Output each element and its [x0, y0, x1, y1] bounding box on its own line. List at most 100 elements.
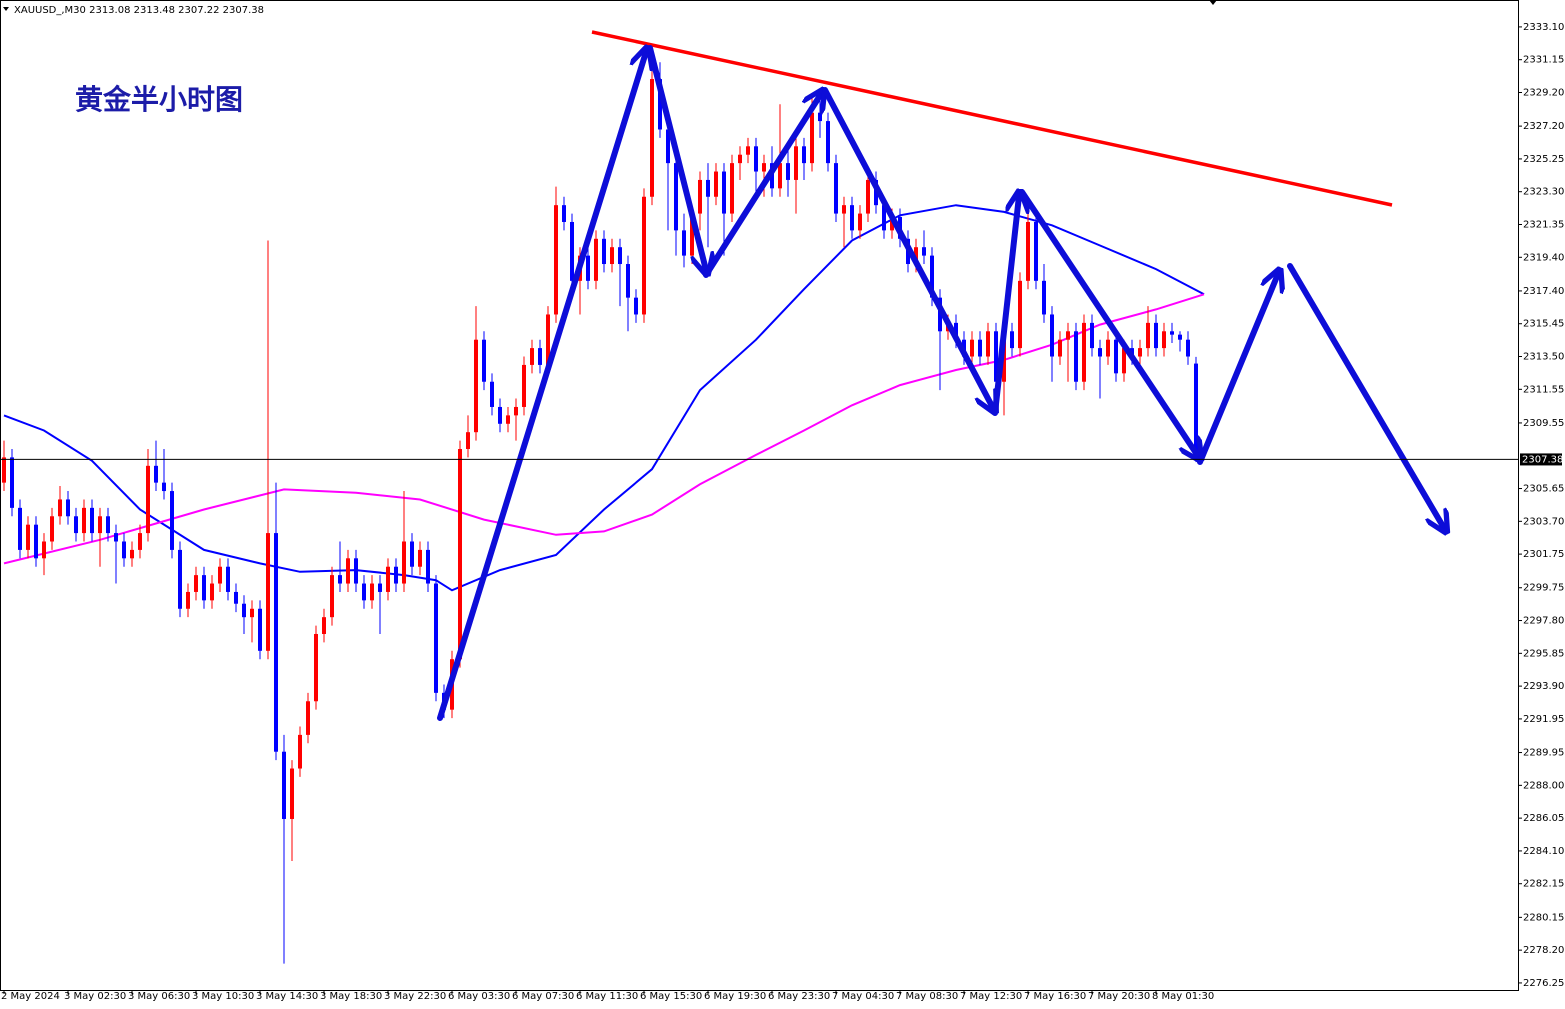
- candle-body: [746, 146, 750, 155]
- candle-body: [618, 247, 622, 265]
- y-tick-label: 2297.80: [1523, 616, 1564, 627]
- candle-body: [690, 213, 694, 256]
- candle-body: [1154, 322, 1158, 349]
- candle-body: [914, 247, 918, 265]
- candle-body: [74, 516, 78, 534]
- y-tick-label: 2276.25: [1523, 978, 1564, 989]
- x-tick-label: 2 May 2024: [1, 991, 60, 1002]
- x-tick-label: 3 May 18:30: [320, 991, 382, 1002]
- candle-body: [298, 734, 302, 769]
- candle-body: [482, 339, 486, 382]
- candle-body: [386, 566, 390, 592]
- candle-body: [594, 238, 598, 281]
- candle-body: [146, 465, 150, 534]
- y-tick-label: 2321.35: [1523, 220, 1564, 231]
- x-tick-label: 8 May 01:30: [1152, 991, 1214, 1002]
- candle-body: [418, 549, 422, 567]
- x-tick-label: 7 May 16:30: [1024, 991, 1086, 1002]
- candle-body: [1178, 334, 1182, 340]
- y-tick-label: 2293.90: [1523, 681, 1564, 692]
- y-tick-label: 2282.15: [1523, 879, 1564, 890]
- y-tick-label: 2301.75: [1523, 549, 1564, 560]
- x-tick-label: 6 May 07:30: [512, 991, 574, 1002]
- x-tick-label: 6 May 03:30: [448, 991, 510, 1002]
- x-tick-label: 3 May 22:30: [384, 991, 446, 1002]
- candle-body: [1034, 221, 1038, 281]
- candle-body: [506, 415, 510, 424]
- candle-body: [250, 608, 254, 618]
- candle-body: [106, 516, 110, 534]
- x-tick-label: 6 May 19:30: [704, 991, 766, 1002]
- y-tick-label: 2323.30: [1523, 187, 1564, 198]
- candle-body: [762, 163, 766, 172]
- candle-body: [1146, 322, 1150, 349]
- candle-body: [778, 163, 782, 189]
- candle-body: [890, 216, 894, 231]
- candle-body: [154, 465, 158, 483]
- candle-body: [138, 533, 142, 550]
- candle-body: [50, 516, 54, 542]
- candle-body: [786, 163, 790, 180]
- candle-body: [1026, 221, 1030, 281]
- candle-body: [850, 205, 854, 231]
- x-tick-label: 7 May 12:30: [960, 991, 1022, 1002]
- candle-body: [570, 221, 574, 281]
- candle-body: [90, 507, 94, 534]
- candle-body: [514, 406, 518, 416]
- candle-body: [554, 205, 558, 315]
- candle-body: [922, 247, 926, 256]
- candle-body: [130, 549, 134, 559]
- y-tick-label: 2319.40: [1523, 252, 1564, 263]
- candle-body: [2, 457, 6, 483]
- y-tick-label: 2329.20: [1523, 87, 1564, 98]
- candle-body: [938, 297, 942, 332]
- candle-body: [1194, 363, 1198, 460]
- candle-body: [322, 617, 326, 634]
- candle-body: [498, 406, 502, 424]
- candle-body: [674, 163, 678, 231]
- candle-body: [474, 339, 478, 433]
- candle-body: [194, 575, 198, 592]
- candle-body: [210, 583, 214, 601]
- candle-body: [1066, 331, 1070, 340]
- arrow: [822, 87, 993, 408]
- y-tick-label: 2291.95: [1523, 714, 1564, 725]
- candle-body: [1082, 322, 1086, 382]
- candle-body: [82, 507, 86, 534]
- candle-body: [642, 196, 646, 315]
- candle-body: [34, 524, 38, 559]
- candle-body: [234, 591, 238, 604]
- arrow: [703, 94, 821, 278]
- arrow: [1287, 263, 1444, 528]
- candle-body: [402, 541, 406, 584]
- candle-body: [114, 533, 118, 542]
- chart-shift-marker: [1209, 0, 1217, 5]
- x-tick-label: 3 May 06:30: [128, 991, 190, 1002]
- candle-body: [338, 575, 342, 584]
- y-tick-label: 2280.15: [1523, 912, 1564, 923]
- candle-body: [1010, 331, 1014, 349]
- candle-body: [722, 171, 726, 214]
- candle-body: [378, 583, 382, 592]
- candle-body: [842, 205, 846, 214]
- candle-body: [1050, 314, 1054, 357]
- arrow: [1019, 189, 1198, 456]
- x-tick-label: 7 May 20:30: [1088, 991, 1150, 1002]
- candle-body: [882, 205, 886, 231]
- x-tick-label: 3 May 02:30: [64, 991, 126, 1002]
- candle-body: [546, 314, 550, 365]
- candle-body: [970, 339, 974, 357]
- y-tick-label: 2333.10: [1523, 22, 1564, 33]
- y-tick-label: 2303.70: [1523, 516, 1564, 527]
- y-tick-label: 2289.95: [1523, 748, 1564, 759]
- candle-body: [1098, 348, 1102, 357]
- candle-body: [658, 79, 662, 130]
- candle-body: [794, 146, 798, 180]
- header: XAUUSD_,M30 2313.08 2313.48 2307.22 2307…: [14, 5, 264, 16]
- candle-body: [522, 364, 526, 407]
- y-tick-label: 2315.45: [1523, 319, 1564, 330]
- candle-body: [1090, 322, 1094, 349]
- candle-body: [290, 768, 294, 819]
- x-tick-label: 6 May 15:30: [640, 991, 702, 1002]
